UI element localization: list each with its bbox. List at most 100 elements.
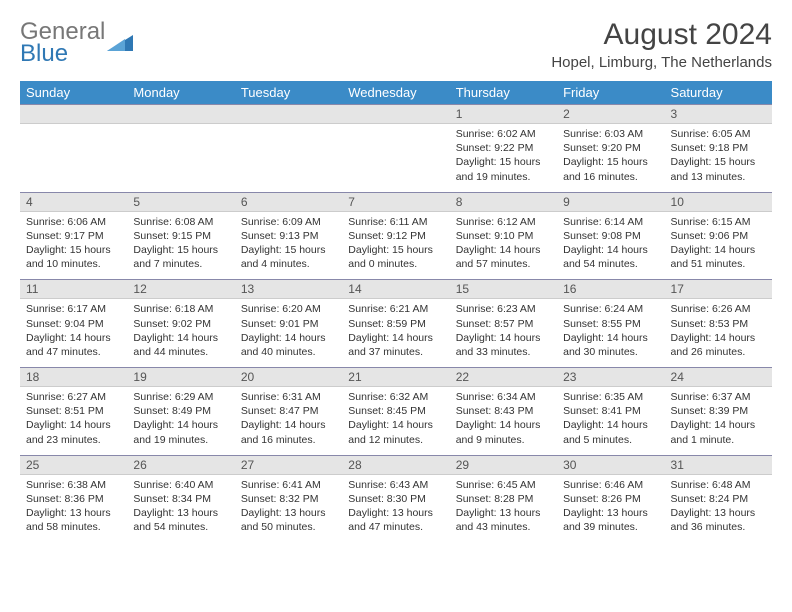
sunrise-text: Sunrise: 6:37 AM [671, 390, 766, 404]
col-friday: Friday [557, 81, 664, 105]
day-number-cell [342, 105, 449, 124]
day-detail-cell: Sunrise: 6:14 AMSunset: 9:08 PMDaylight:… [557, 211, 664, 280]
daylight-text: Daylight: 14 hours and 40 minutes. [241, 331, 336, 359]
sunset-text: Sunset: 9:02 PM [133, 317, 228, 331]
daylight-text: Daylight: 14 hours and 30 minutes. [563, 331, 658, 359]
col-saturday: Saturday [665, 81, 772, 105]
sunset-text: Sunset: 9:20 PM [563, 141, 658, 155]
day-number-cell: 24 [665, 368, 772, 387]
day-number-cell: 25 [20, 455, 127, 474]
sunset-text: Sunset: 9:13 PM [241, 229, 336, 243]
day-number-cell: 20 [235, 368, 342, 387]
daylight-text: Daylight: 14 hours and 57 minutes. [456, 243, 551, 271]
day-detail-cell: Sunrise: 6:18 AMSunset: 9:02 PMDaylight:… [127, 299, 234, 368]
day-number-cell: 17 [665, 280, 772, 299]
day-number-cell: 21 [342, 368, 449, 387]
day-number-cell: 30 [557, 455, 664, 474]
daylight-text: Daylight: 14 hours and 33 minutes. [456, 331, 551, 359]
sunset-text: Sunset: 9:17 PM [26, 229, 121, 243]
day-detail-cell: Sunrise: 6:24 AMSunset: 8:55 PMDaylight:… [557, 299, 664, 368]
calendar-table: Sunday Monday Tuesday Wednesday Thursday… [20, 81, 772, 542]
day-number-cell: 12 [127, 280, 234, 299]
day-detail-cell: Sunrise: 6:38 AMSunset: 8:36 PMDaylight:… [20, 474, 127, 542]
sunrise-text: Sunrise: 6:46 AM [563, 478, 658, 492]
sunrise-text: Sunrise: 6:48 AM [671, 478, 766, 492]
daynum-row: 18192021222324 [20, 368, 772, 387]
daylight-text: Daylight: 13 hours and 36 minutes. [671, 506, 766, 534]
sunrise-text: Sunrise: 6:17 AM [26, 302, 121, 316]
daylight-text: Daylight: 14 hours and 37 minutes. [348, 331, 443, 359]
day-number-cell: 23 [557, 368, 664, 387]
sunset-text: Sunset: 9:18 PM [671, 141, 766, 155]
day-detail-cell: Sunrise: 6:06 AMSunset: 9:17 PMDaylight:… [20, 211, 127, 280]
day-detail-cell: Sunrise: 6:46 AMSunset: 8:26 PMDaylight:… [557, 474, 664, 542]
day-number-cell: 2 [557, 105, 664, 124]
weekday-header-row: Sunday Monday Tuesday Wednesday Thursday… [20, 81, 772, 105]
sunrise-text: Sunrise: 6:41 AM [241, 478, 336, 492]
daylight-text: Daylight: 15 hours and 7 minutes. [133, 243, 228, 271]
day-number-cell: 28 [342, 455, 449, 474]
daylight-text: Daylight: 13 hours and 54 minutes. [133, 506, 228, 534]
sunrise-text: Sunrise: 6:43 AM [348, 478, 443, 492]
day-detail-cell [20, 124, 127, 193]
col-sunday: Sunday [20, 81, 127, 105]
sunrise-text: Sunrise: 6:02 AM [456, 127, 551, 141]
day-detail-cell: Sunrise: 6:15 AMSunset: 9:06 PMDaylight:… [665, 211, 772, 280]
day-detail-cell: Sunrise: 6:37 AMSunset: 8:39 PMDaylight:… [665, 387, 772, 456]
day-number-cell: 6 [235, 192, 342, 211]
day-detail-cell: Sunrise: 6:21 AMSunset: 8:59 PMDaylight:… [342, 299, 449, 368]
day-detail-cell: Sunrise: 6:05 AMSunset: 9:18 PMDaylight:… [665, 124, 772, 193]
day-detail-cell: Sunrise: 6:40 AMSunset: 8:34 PMDaylight:… [127, 474, 234, 542]
day-detail-cell: Sunrise: 6:02 AMSunset: 9:22 PMDaylight:… [450, 124, 557, 193]
day-number-cell [235, 105, 342, 124]
day-detail-cell [235, 124, 342, 193]
sunset-text: Sunset: 8:51 PM [26, 404, 121, 418]
detail-row: Sunrise: 6:06 AMSunset: 9:17 PM Daylight:… [20, 211, 772, 280]
day-detail-cell: Sunrise: 6:48 AMSunset: 8:24 PMDaylight:… [665, 474, 772, 542]
sunset-text: Sunset: 8:28 PM [456, 492, 551, 506]
sunset-text: Sunset: 8:41 PM [563, 404, 658, 418]
daylight-text: Daylight: 13 hours and 39 minutes. [563, 506, 658, 534]
col-wednesday: Wednesday [342, 81, 449, 105]
sunrise-text: Sunrise: 6:24 AM [563, 302, 658, 316]
day-number-cell: 8 [450, 192, 557, 211]
sunrise-text: Sunrise: 6:18 AM [133, 302, 228, 316]
day-detail-cell: Sunrise: 6:41 AMSunset: 8:32 PMDaylight:… [235, 474, 342, 542]
day-number-cell: 27 [235, 455, 342, 474]
sunrise-text: Sunrise: 6:20 AM [241, 302, 336, 316]
sunrise-text: Sunrise: 6:06 AM [26, 215, 121, 229]
sunset-text: Sunset: 9:12 PM [348, 229, 443, 243]
day-number-cell: 22 [450, 368, 557, 387]
col-tuesday: Tuesday [235, 81, 342, 105]
sunset-text: Sunset: 8:39 PM [671, 404, 766, 418]
day-detail-cell: Sunrise: 6:35 AMSunset: 8:41 PMDaylight:… [557, 387, 664, 456]
day-number-cell: 26 [127, 455, 234, 474]
sunrise-text: Sunrise: 6:29 AM [133, 390, 228, 404]
day-number-cell: 11 [20, 280, 127, 299]
sunrise-text: Sunrise: 6:27 AM [26, 390, 121, 404]
daylight-text: Daylight: 14 hours and 23 minutes. [26, 418, 121, 446]
day-number-cell: 19 [127, 368, 234, 387]
daylight-text: Daylight: 13 hours and 47 minutes. [348, 506, 443, 534]
day-detail-cell: Sunrise: 6:17 AMSunset: 9:04 PMDaylight:… [20, 299, 127, 368]
day-detail-cell [127, 124, 234, 193]
sunset-text: Sunset: 8:45 PM [348, 404, 443, 418]
sunset-text: Sunset: 8:49 PM [133, 404, 228, 418]
sunset-text: Sunset: 8:59 PM [348, 317, 443, 331]
day-detail-cell: Sunrise: 6:12 AMSunset: 9:10 PMDaylight:… [450, 211, 557, 280]
sunrise-text: Sunrise: 6:03 AM [563, 127, 658, 141]
sunset-text: Sunset: 9:01 PM [241, 317, 336, 331]
sunrise-text: Sunrise: 6:12 AM [456, 215, 551, 229]
day-detail-cell: Sunrise: 6:31 AMSunset: 8:47 PMDaylight:… [235, 387, 342, 456]
sunset-text: Sunset: 8:30 PM [348, 492, 443, 506]
sunrise-text: Sunrise: 6:08 AM [133, 215, 228, 229]
daylight-text: Daylight: 14 hours and 12 minutes. [348, 418, 443, 446]
sunrise-text: Sunrise: 6:34 AM [456, 390, 551, 404]
sunset-text: Sunset: 9:15 PM [133, 229, 228, 243]
day-detail-cell: Sunrise: 6:23 AMSunset: 8:57 PMDaylight:… [450, 299, 557, 368]
daylight-text: Daylight: 14 hours and 1 minute. [671, 418, 766, 446]
day-detail-cell: Sunrise: 6:20 AMSunset: 9:01 PMDaylight:… [235, 299, 342, 368]
col-thursday: Thursday [450, 81, 557, 105]
sunrise-text: Sunrise: 6:40 AM [133, 478, 228, 492]
sunrise-text: Sunrise: 6:05 AM [671, 127, 766, 141]
